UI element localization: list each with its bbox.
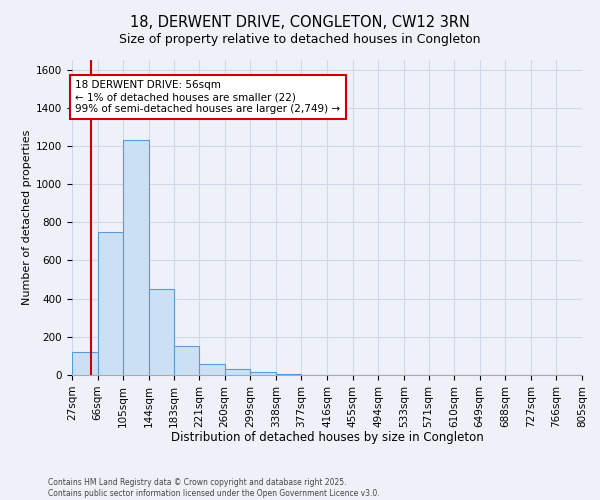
Text: Contains HM Land Registry data © Crown copyright and database right 2025.
Contai: Contains HM Land Registry data © Crown c… [48,478,380,498]
Text: 18, DERWENT DRIVE, CONGLETON, CW12 3RN: 18, DERWENT DRIVE, CONGLETON, CW12 3RN [130,15,470,30]
Bar [123,140,149,375]
Bar [199,364,225,375]
Bar [250,372,276,375]
Bar [149,289,174,375]
Text: Size of property relative to detached houses in Congleton: Size of property relative to detached ho… [119,32,481,46]
Bar [174,346,199,375]
Bar [276,374,301,375]
X-axis label: Distribution of detached houses by size in Congleton: Distribution of detached houses by size … [170,431,484,444]
Text: 18 DERWENT DRIVE: 56sqm
← 1% of detached houses are smaller (22)
99% of semi-det: 18 DERWENT DRIVE: 56sqm ← 1% of detached… [75,80,340,114]
Bar [98,232,123,375]
Y-axis label: Number of detached properties: Number of detached properties [22,130,32,305]
Bar [225,370,250,375]
Bar [72,352,98,375]
